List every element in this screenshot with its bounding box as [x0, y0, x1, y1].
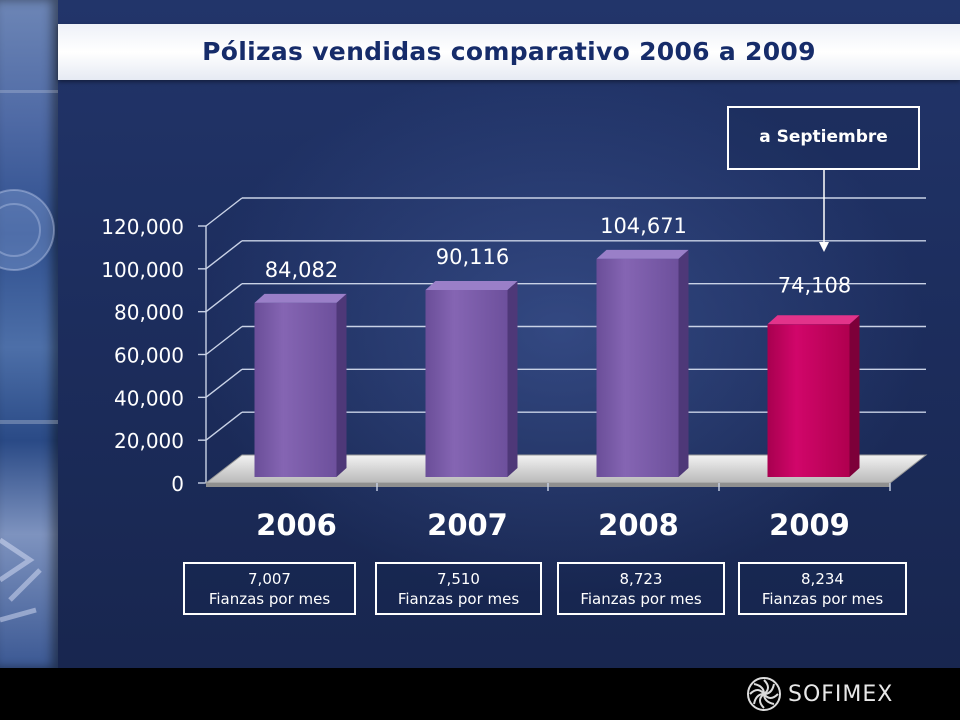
- monthly-value: 8,234: [801, 570, 844, 588]
- gridline-side: [205, 283, 243, 313]
- y-tick-label: 40,000: [114, 386, 184, 410]
- data-label: 90,116: [436, 245, 509, 269]
- gridline-side: [205, 197, 243, 227]
- y-tick-label: 0: [171, 472, 184, 496]
- x-tick-label: 2006: [256, 508, 337, 542]
- bar-side: [336, 293, 347, 477]
- y-tick-label: 80,000: [114, 301, 184, 325]
- bar-side: [849, 315, 860, 477]
- monthly-label: Fianzas por mes: [580, 590, 702, 608]
- y-tick-label: 120,000: [101, 215, 184, 239]
- y-tick-label: 100,000: [101, 258, 184, 282]
- monthly-box-2007: 7,510 Fianzas por mes: [375, 562, 542, 615]
- bar-2006: [254, 302, 337, 477]
- gridline-side: [205, 325, 243, 356]
- gridline-side: [205, 240, 243, 270]
- data-label: 74,108: [778, 273, 851, 297]
- footer-bar: [0, 668, 960, 720]
- y-tick-label: 20,000: [114, 429, 184, 453]
- monthly-value: 8,723: [619, 570, 663, 588]
- data-label: 104,671: [600, 214, 687, 238]
- monthly-value: 7,510: [437, 570, 480, 588]
- bar-top: [767, 315, 860, 325]
- monthly-box-2006: 7,007 Fianzas por mes: [183, 562, 356, 615]
- monthly-label: Fianzas por mes: [397, 590, 520, 608]
- bar-side: [678, 249, 689, 477]
- y-tick-label: 60,000: [114, 344, 184, 368]
- globe-decoration-icon: [0, 90, 58, 623]
- bar-2007: [425, 290, 508, 477]
- annotation-box: a Septiembre: [727, 106, 920, 170]
- slide-title: Pólizas vendidas comparativo 2006 a 2009: [202, 37, 816, 66]
- bar-2008: [596, 258, 679, 477]
- gridline-side: [205, 411, 243, 441]
- monthly-value: 7,007: [248, 570, 291, 588]
- monthly-box-2009: 8,234 Fianzas por mes: [738, 562, 907, 615]
- sofimex-logo-icon: [747, 677, 781, 711]
- annotation-arrowhead: [819, 242, 829, 252]
- bar-side: [507, 281, 518, 477]
- gridline-side: [205, 368, 243, 398]
- bar-top: [425, 281, 518, 291]
- title-band: [58, 24, 960, 80]
- bar-chart: 0 20,000 40,000 60,000 80,000 100,000 120,000 8…: [101, 170, 928, 542]
- bar-top: [596, 249, 689, 259]
- monthly-box-2008: 8,723 Fianzas por mes: [557, 562, 725, 615]
- x-tick-label: 2007: [427, 508, 508, 542]
- company-logo: SOFIMEX: [746, 676, 893, 712]
- x-tick-label: 2008: [598, 508, 679, 542]
- monthly-label: Fianzas por mes: [208, 590, 331, 608]
- brand-name: SOFIMEX: [788, 681, 894, 707]
- decorative-side-strip: [0, 0, 58, 668]
- bar-2009: [767, 324, 850, 477]
- data-label: 84,082: [265, 258, 338, 282]
- bar-top: [254, 293, 347, 303]
- x-tick-label: 2009: [769, 508, 850, 542]
- monthly-label: Fianzas por mes: [761, 590, 884, 608]
